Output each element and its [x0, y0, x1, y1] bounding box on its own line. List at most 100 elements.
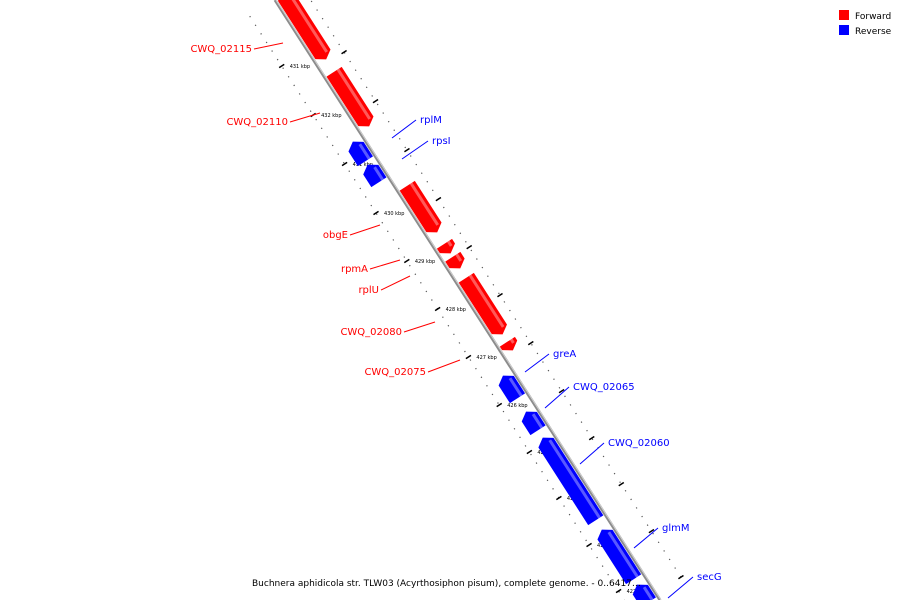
gene-arrow[interactable]	[498, 375, 526, 404]
legend-swatch	[839, 25, 849, 35]
tick-label: 426 kbp	[507, 403, 527, 409]
tick-label: 431 kbp	[353, 162, 373, 168]
tick-label: 427 kbp	[476, 355, 496, 361]
gene-label[interactable]: CWQ_02075	[364, 367, 426, 378]
genome-axis: 431 kbp 432 kbp 431 kbp 430 kbp 429 kbp 428 k…	[249, 0, 686, 600]
gene-leader-line	[544, 386, 570, 409]
gene-label[interactable]: rpmA	[341, 264, 368, 275]
legend: Forward Reverse	[839, 10, 892, 37]
gene-highlight	[455, 253, 463, 262]
gene-obge[interactable]	[399, 180, 442, 233]
gene-rplu[interactable]	[445, 251, 465, 269]
tick-mark	[527, 340, 534, 346]
gene-arrow[interactable]	[499, 336, 518, 351]
gene-leader-line	[427, 359, 461, 373]
gene-label[interactable]: rplU	[358, 285, 379, 296]
gene-label[interactable]: glmM	[662, 523, 690, 534]
gene-leader-line	[579, 442, 605, 465]
gene-cwq-02060[interactable]	[538, 437, 604, 526]
gene-cwq-02080[interactable]	[458, 272, 507, 335]
tick-mark	[586, 542, 592, 548]
gene-secg[interactable]	[632, 584, 656, 600]
axis-highlight	[275, 0, 662, 600]
gene-highlight	[336, 68, 371, 120]
gene-arrow[interactable]	[538, 437, 604, 526]
legend-label: Forward	[855, 12, 891, 22]
tick-mark	[588, 435, 595, 441]
gene-leader-line	[289, 112, 321, 123]
axis-line	[273, 0, 662, 600]
gene-labels: CWQ_02115 CWQ_02110 rplM rpsI obgE rpmA rplU CW…	[190, 42, 722, 599]
gene-label[interactable]: CWQ_02110	[226, 117, 288, 128]
tick-mark	[526, 449, 533, 455]
gene-highlight	[642, 586, 654, 600]
gene-cwq-02115[interactable]	[277, 0, 331, 60]
tick-mark	[341, 49, 348, 55]
gene-highlight	[409, 182, 439, 226]
tick-mark	[465, 354, 472, 360]
gene-highlight	[446, 240, 453, 247]
gene-label[interactable]: rpsI	[432, 136, 451, 147]
gene-label[interactable]: obgE	[323, 230, 348, 241]
tick-mark	[373, 210, 379, 216]
tick-mark	[403, 258, 410, 264]
gene-highlight	[291, 0, 328, 53]
gene-arrow[interactable]	[458, 272, 507, 335]
gene-label[interactable]: CWQ_02060	[608, 438, 670, 449]
gene-label[interactable]: secG	[697, 572, 722, 583]
gene-highlight	[531, 413, 544, 429]
gene-highlight	[509, 338, 515, 344]
tick-label: 428 kbp	[446, 307, 466, 313]
gene-glmm[interactable]	[597, 529, 642, 585]
gene-arrow[interactable]	[363, 164, 387, 188]
gene-rpsi[interactable]	[363, 164, 387, 188]
gene-label[interactable]: CWQ_02065	[573, 382, 635, 393]
gene-cwq-02110[interactable]	[326, 66, 374, 127]
gene-leader-line	[667, 576, 694, 599]
tick-mark	[615, 588, 622, 594]
gene-leader-line	[380, 275, 411, 291]
gene-arrow[interactable]	[597, 529, 642, 585]
gene-highlight	[373, 166, 384, 181]
gene-arrow[interactable]	[399, 180, 442, 233]
tick-mark	[555, 495, 562, 501]
right-dotted-guide	[249, 15, 626, 600]
gene-label[interactable]: rplM	[420, 115, 442, 126]
tick-mark	[678, 574, 684, 580]
gene-cwq-02065[interactable]	[521, 411, 546, 436]
gene-cwq-02075[interactable]	[499, 336, 518, 351]
gene-label[interactable]: CWQ_02115	[190, 44, 252, 55]
tick-mark	[404, 147, 410, 153]
gene-arrow[interactable]	[445, 251, 465, 269]
tick-label: 431 kbp	[290, 64, 310, 70]
gene-rplm[interactable]	[348, 141, 373, 167]
legend-label: Reverse	[855, 27, 892, 37]
gene-arrow[interactable]	[326, 66, 374, 127]
tick-label: 430 kbp	[384, 211, 404, 217]
gene-arrow[interactable]	[348, 141, 373, 167]
gene-arrow[interactable]	[436, 238, 455, 254]
gene-highlight	[607, 531, 639, 578]
tick-mark	[558, 388, 565, 394]
tick-mark	[435, 196, 442, 202]
tick-label: 432 kbp	[321, 113, 341, 119]
tick-mark	[341, 161, 348, 167]
gene-arrow[interactable]	[521, 411, 546, 436]
gene-label[interactable]: CWQ_02080	[340, 327, 402, 338]
map-caption: Buchnera aphidicola str. TLW03 (Acyrthos…	[252, 579, 641, 589]
gene-highlight	[508, 377, 523, 397]
tick-mark	[278, 63, 285, 69]
tick-label: 429 kbp	[415, 259, 435, 265]
gene-highlight	[358, 143, 371, 160]
gene-leader-line	[403, 321, 436, 333]
tick-mark	[466, 244, 473, 250]
tick-mark	[372, 98, 379, 104]
gene-highlight	[548, 439, 601, 519]
gene-arrow[interactable]	[632, 584, 656, 600]
gene-arrow[interactable]	[277, 0, 331, 60]
gene-label[interactable]: greA	[553, 349, 576, 360]
gene-rpma[interactable]	[436, 238, 455, 254]
gene-grea[interactable]	[498, 375, 526, 404]
tick-mark	[496, 402, 503, 408]
gene-leader-line	[253, 42, 284, 50]
